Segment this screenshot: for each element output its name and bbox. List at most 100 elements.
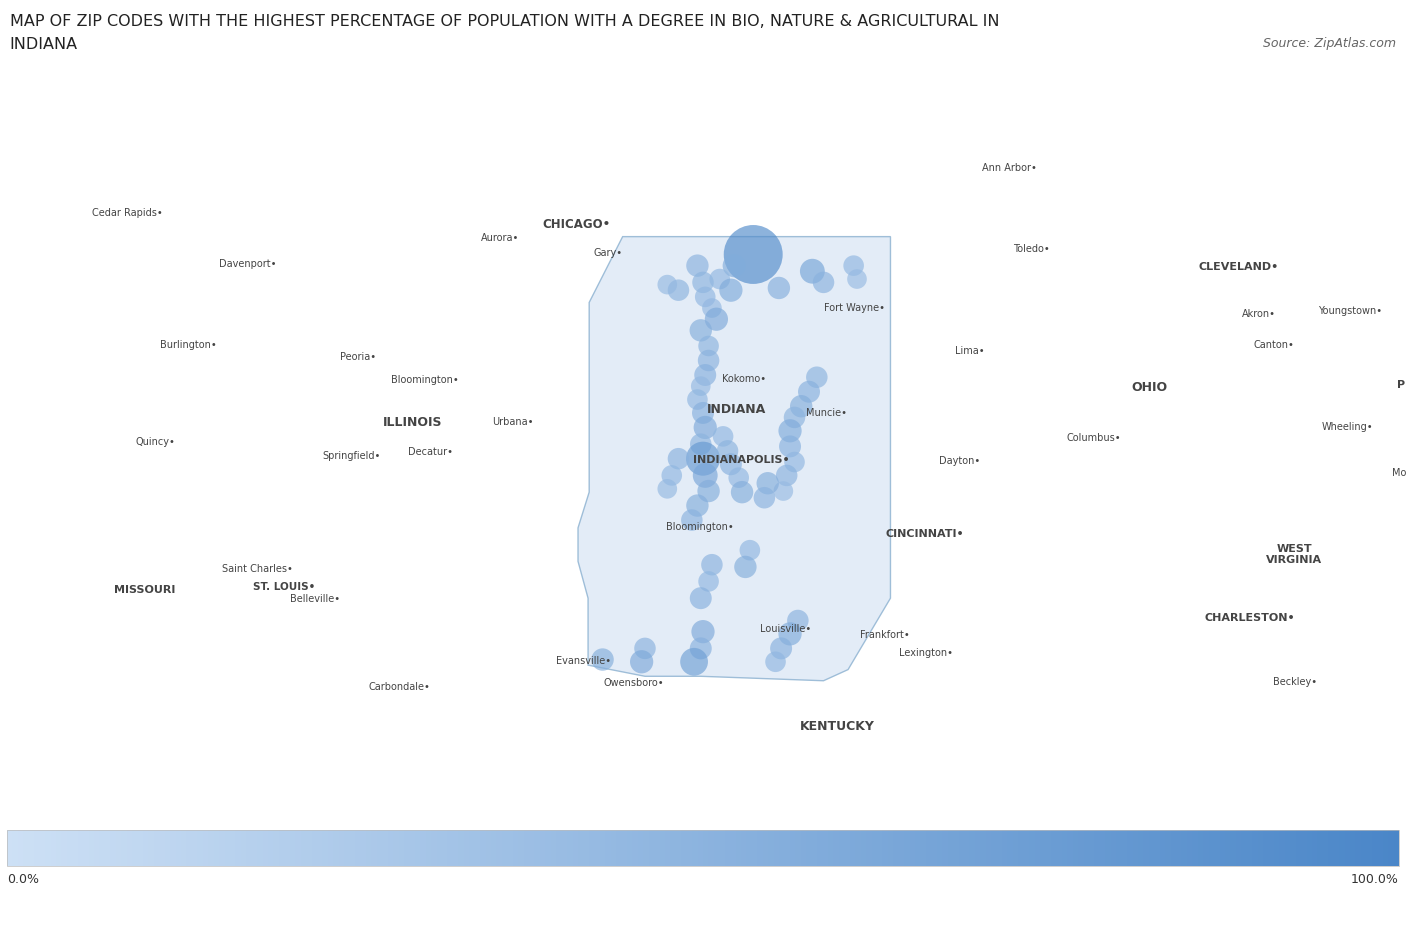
Text: CHARLESTON•: CHARLESTON• <box>1205 612 1295 622</box>
Point <box>779 424 801 439</box>
Point <box>723 259 745 274</box>
Text: Gary•: Gary• <box>593 248 623 258</box>
Text: Evansville•: Evansville• <box>555 655 612 665</box>
Point <box>686 499 709 514</box>
Text: Ann Arbor•: Ann Arbor• <box>983 163 1038 173</box>
Point <box>813 275 835 290</box>
Text: Louisville•: Louisville• <box>761 623 811 634</box>
Point <box>692 275 714 290</box>
Point <box>630 654 652 669</box>
Point <box>695 420 717 435</box>
Point <box>711 430 734 445</box>
Text: MISSOURI: MISSOURI <box>114 585 176 594</box>
Text: Columbus•: Columbus• <box>1066 433 1121 443</box>
Point <box>686 392 709 407</box>
Text: Bloomington•: Bloomington• <box>666 521 734 531</box>
Point <box>695 468 717 483</box>
Point <box>720 284 742 299</box>
Text: Carbondale•: Carbondale• <box>368 681 430 692</box>
Point <box>592 652 614 667</box>
Point <box>697 484 720 499</box>
Point <box>846 272 869 287</box>
Point <box>765 654 787 669</box>
Text: Davenport•: Davenport• <box>219 259 277 270</box>
Point <box>697 354 720 369</box>
Text: Burlington•: Burlington• <box>160 340 217 349</box>
Text: Wheeling•: Wheeling• <box>1322 422 1374 431</box>
Text: CINCINNATI•: CINCINNATI• <box>886 529 965 539</box>
Point <box>776 468 799 483</box>
Text: Source: ZipAtlas.com: Source: ZipAtlas.com <box>1263 37 1396 51</box>
Text: WEST
VIRGINIA: WEST VIRGINIA <box>1267 543 1323 564</box>
Point <box>706 313 728 328</box>
Point <box>689 641 711 656</box>
Point <box>695 368 717 383</box>
Point <box>709 272 731 287</box>
Point <box>768 281 790 296</box>
Point <box>797 385 820 400</box>
Point <box>681 513 703 528</box>
Point <box>742 248 765 263</box>
Text: Muncie•: Muncie• <box>807 407 848 417</box>
Point <box>668 452 690 467</box>
Text: Peoria•: Peoria• <box>340 352 377 361</box>
Text: Bloomington•: Bloomington• <box>391 375 458 385</box>
Text: MAP OF ZIP CODES WITH THE HIGHEST PERCENTAGE OF POPULATION WITH A DEGREE IN BIO,: MAP OF ZIP CODES WITH THE HIGHEST PERCEN… <box>10 14 1000 29</box>
Point <box>695 290 717 305</box>
Text: Owensboro•: Owensboro• <box>603 677 664 687</box>
Text: Urbana•: Urbana• <box>492 417 534 426</box>
Point <box>734 560 756 575</box>
Text: Akron•: Akron• <box>1241 308 1275 318</box>
Point <box>689 324 711 339</box>
Point <box>786 613 808 628</box>
Point <box>779 627 801 642</box>
Text: Aurora•: Aurora• <box>481 232 519 242</box>
Point <box>720 458 742 473</box>
Text: ILLINOIS: ILLINOIS <box>382 416 443 429</box>
Text: Morg: Morg <box>1392 468 1406 477</box>
Text: Lexington•: Lexington• <box>900 647 953 657</box>
Point <box>689 379 711 394</box>
Text: Springfield•: Springfield• <box>322 451 381 461</box>
Point <box>754 490 776 505</box>
Point <box>686 259 709 274</box>
Point <box>842 259 865 274</box>
Text: KENTUCKY: KENTUCKY <box>800 719 875 732</box>
Point <box>806 371 828 386</box>
Text: Saint Charles•: Saint Charles• <box>222 563 294 574</box>
Text: CHICAGO•: CHICAGO• <box>543 217 612 230</box>
Point <box>783 411 806 426</box>
Point <box>700 301 723 316</box>
Text: 0.0%: 0.0% <box>7 872 39 885</box>
Point <box>716 444 738 459</box>
Point <box>657 482 679 497</box>
Text: Decatur•: Decatur• <box>408 446 453 457</box>
Text: ST. LOUIS•: ST. LOUIS• <box>253 581 316 592</box>
Text: Beckley•: Beckley• <box>1274 676 1317 686</box>
Point <box>697 575 720 590</box>
Point <box>783 455 806 470</box>
Text: OHIO: OHIO <box>1132 380 1167 393</box>
Point <box>790 400 813 415</box>
Point <box>770 641 793 656</box>
Point <box>689 437 711 452</box>
Text: Canton•: Canton• <box>1254 340 1295 349</box>
Point <box>727 471 749 486</box>
Point <box>801 265 824 280</box>
Point <box>692 406 714 421</box>
Point <box>756 476 779 491</box>
Text: Dayton•: Dayton• <box>939 455 980 465</box>
Text: INDIANAPOLIS•: INDIANAPOLIS• <box>693 454 789 464</box>
Point <box>657 278 679 293</box>
Point <box>731 485 754 500</box>
Text: 100.0%: 100.0% <box>1351 872 1399 885</box>
Point <box>738 543 761 558</box>
Text: INDIANA: INDIANA <box>707 402 766 416</box>
Point <box>683 654 706 669</box>
Text: Quincy•: Quincy• <box>135 436 174 446</box>
Polygon shape <box>578 238 890 681</box>
Point <box>692 452 714 467</box>
Text: Belleville•: Belleville• <box>290 593 340 604</box>
Text: INDIANA: INDIANA <box>10 37 77 52</box>
Text: Toledo•: Toledo• <box>1012 243 1049 254</box>
